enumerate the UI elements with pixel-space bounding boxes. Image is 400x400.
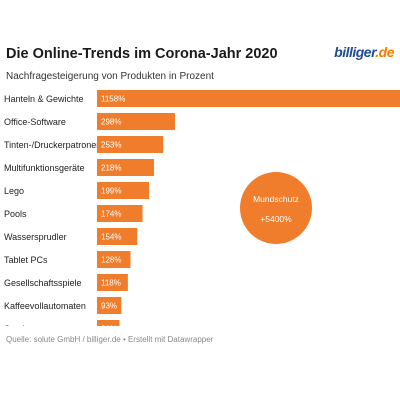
category-label: Staubsauger [4, 324, 55, 326]
bar[interactable] [97, 228, 138, 245]
bar[interactable] [97, 320, 120, 326]
value-label: 253% [101, 141, 121, 150]
logo-name: billiger [334, 44, 376, 60]
value-label: 298% [101, 118, 121, 127]
category-label: Tinten-/Druckerpatronen [4, 140, 101, 150]
logo-tld: .de [375, 44, 394, 60]
category-label: Kaffeevollautomaten [4, 301, 86, 311]
bar[interactable] [97, 159, 155, 176]
category-label: Tablet PCs [4, 255, 48, 265]
value-label: 218% [101, 164, 121, 173]
category-label: Office-Software [4, 117, 66, 127]
category-label: Lego [4, 186, 24, 196]
callout-value: +5400% [260, 214, 292, 224]
bar[interactable] [97, 297, 122, 314]
bar[interactable] [97, 251, 131, 268]
value-label: 86% [101, 325, 117, 327]
category-label: Hanteln & Gewichte [4, 94, 84, 104]
value-label: 118% [101, 279, 121, 288]
bar[interactable] [97, 136, 164, 153]
bar[interactable] [97, 205, 143, 222]
value-label: 154% [101, 233, 121, 242]
callout-circle[interactable] [240, 172, 312, 244]
category-label: Multifunktionsgeräte [4, 163, 85, 173]
category-label: Wassersprudler [4, 232, 67, 242]
value-label: 128% [101, 256, 121, 265]
bar-chart: Hanteln & Gewichte 1158% Office-Software 29… [4, 90, 400, 327]
category-label: Gesellschaftsspiele [4, 278, 82, 288]
category-label: Pools [4, 209, 27, 219]
callout-label: Mundschutz [253, 194, 299, 204]
value-label: 174% [101, 210, 121, 219]
bar[interactable] [97, 274, 128, 291]
billiger-logo[interactable]: billiger.de [334, 44, 394, 60]
value-label: 1158% [101, 95, 125, 104]
bar[interactable] [97, 90, 400, 107]
chart-title: Die Online-Trends im Corona-Jahr 2020 [6, 46, 278, 62]
value-label: 199% [101, 187, 121, 196]
bar[interactable] [97, 113, 175, 130]
source-note: Quelle: solute GmbH / billiger.de • Erst… [6, 335, 214, 344]
value-label: 93% [101, 302, 117, 311]
chart-subtitle: Nachfragesteigerung von Produkten in Pro… [6, 71, 214, 82]
bar[interactable] [97, 182, 150, 199]
